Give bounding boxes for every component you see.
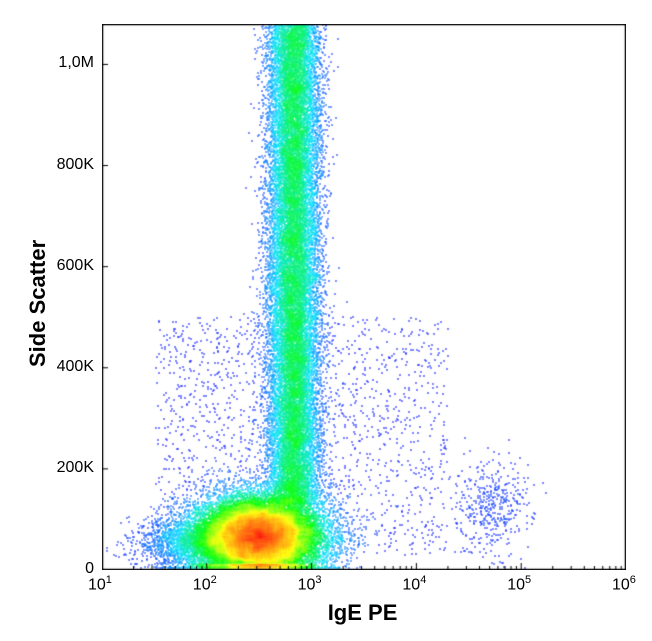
- x-axis-label: IgE PE: [328, 600, 398, 626]
- x-tick-label: 104: [402, 574, 426, 594]
- density-scatter-plot: [102, 24, 626, 570]
- x-tick-label: 106: [612, 574, 636, 594]
- y-tick-label: 600K: [0, 257, 94, 275]
- y-tick-label: 0: [0, 560, 94, 578]
- y-tick-label: 1,0M: [0, 54, 94, 72]
- y-tick-label: 400K: [0, 358, 94, 376]
- x-tick-label: 102: [193, 574, 217, 594]
- x-tick-label: 105: [507, 574, 531, 594]
- y-tick-label: 200K: [0, 459, 94, 477]
- x-tick-label: 101: [88, 574, 112, 594]
- x-tick-label: 103: [298, 574, 322, 594]
- y-tick-label: 800K: [0, 156, 94, 174]
- chart-container: Side Scatter IgE PE 0200K400K600K800K1,0…: [0, 0, 652, 641]
